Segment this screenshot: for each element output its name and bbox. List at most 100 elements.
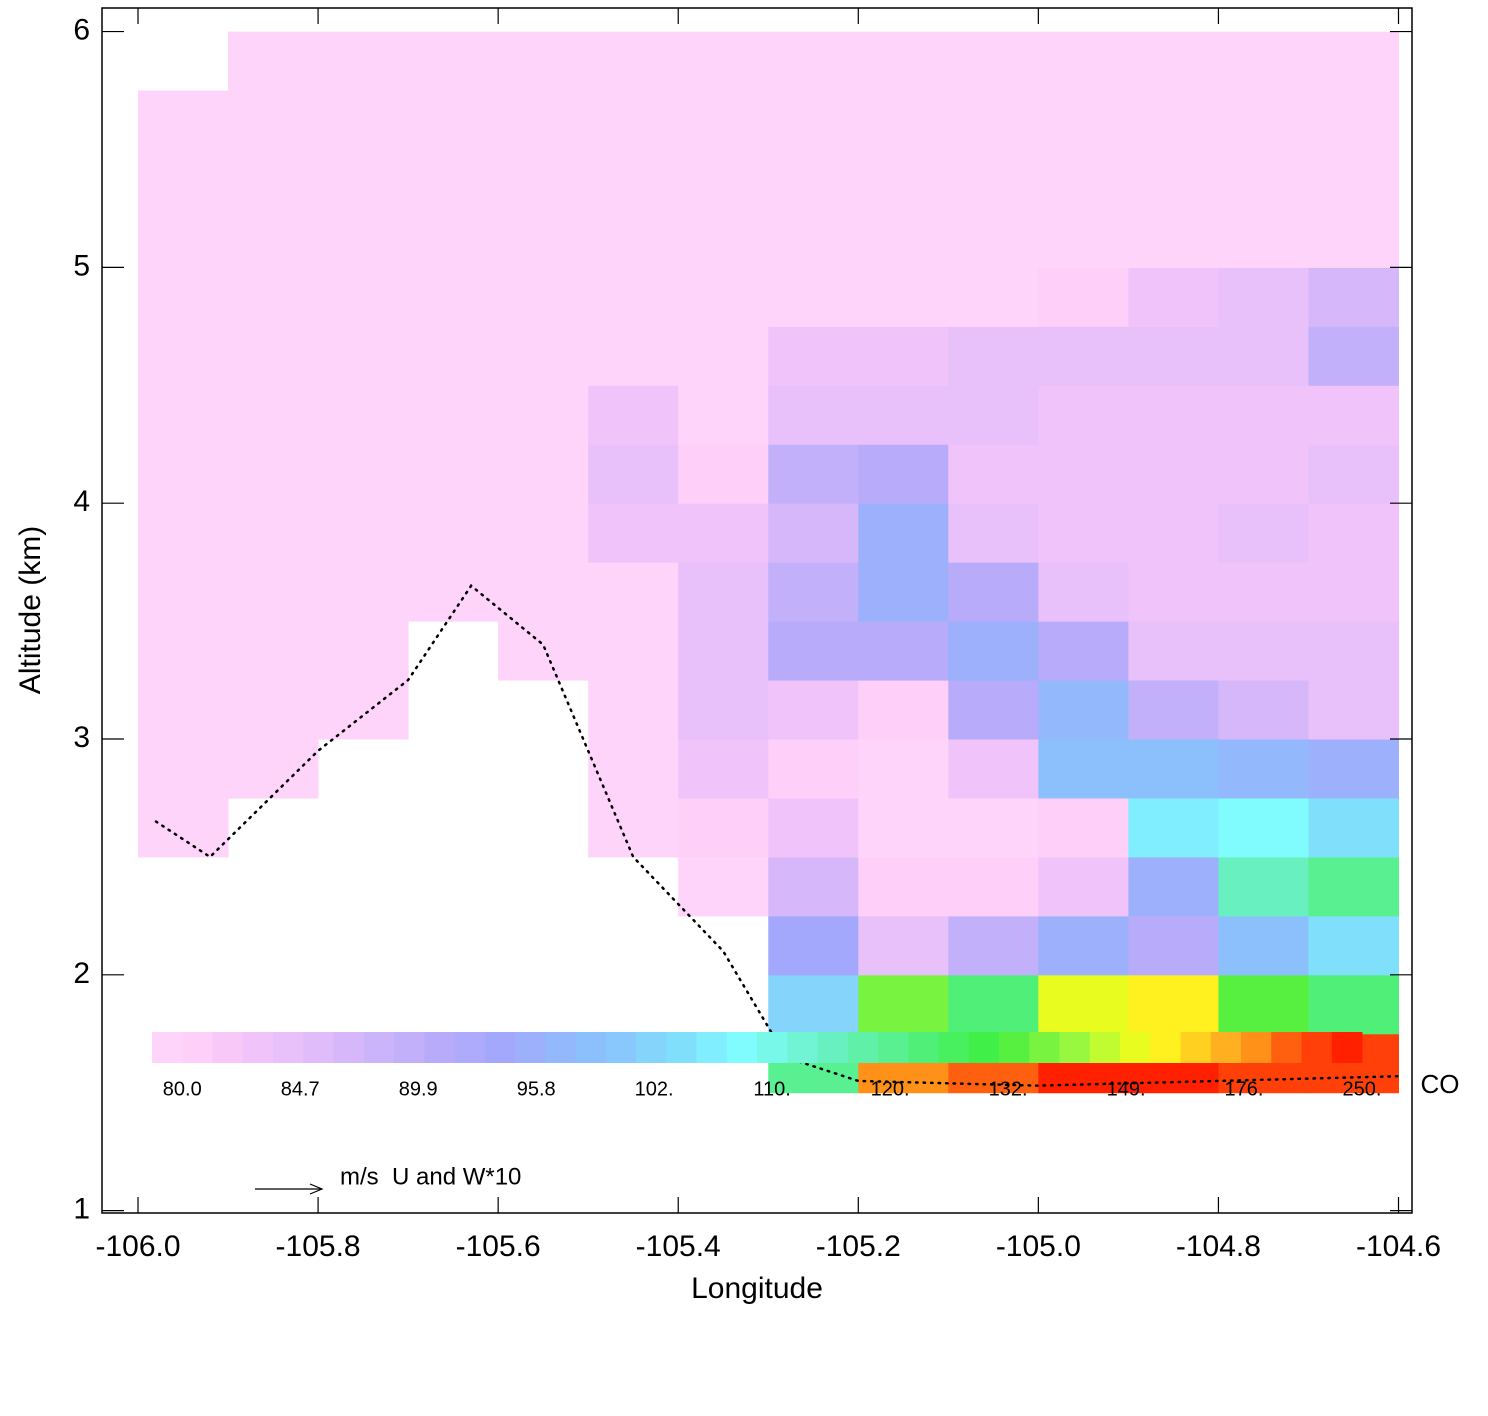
co-cell <box>138 797 229 858</box>
plot-frame <box>101 7 1413 1214</box>
co-cell <box>408 31 499 92</box>
colorbar-label: 84.7 <box>281 1078 320 1100</box>
co-cell <box>138 739 229 799</box>
co-cell <box>1218 856 1309 917</box>
co-cell <box>228 149 319 209</box>
colorbar-swatch <box>968 1032 1000 1063</box>
co-cell <box>588 444 679 504</box>
colorbar-swatch <box>1059 1032 1091 1063</box>
y-tick-label: 3 <box>73 721 90 754</box>
co-cell <box>228 444 319 504</box>
co-cell <box>1308 149 1399 209</box>
co-cell <box>678 326 769 386</box>
co-cell <box>228 326 319 386</box>
co-cell <box>318 562 409 622</box>
co-cell <box>1038 90 1129 150</box>
co-cell <box>498 385 589 445</box>
colorbar-swatch <box>242 1032 274 1063</box>
co-cell <box>1128 149 1219 209</box>
co-cell <box>858 562 949 622</box>
co-cell <box>768 208 859 268</box>
co-cell <box>678 208 769 268</box>
co-cell <box>588 385 679 445</box>
co-cell <box>948 562 1039 622</box>
colorbar-label: 250. <box>1343 1078 1382 1100</box>
co-cell <box>588 31 679 92</box>
colorbar-swatch <box>515 1032 546 1063</box>
co-cell <box>1218 149 1309 209</box>
co-cell <box>498 31 589 92</box>
co-cell <box>408 208 499 268</box>
x-axis-label: Longitude <box>691 1272 823 1305</box>
co-cell <box>948 974 1039 1035</box>
co-cell <box>1218 208 1309 268</box>
co-cell <box>1128 797 1219 858</box>
co-cell <box>138 385 229 445</box>
co-cell <box>1038 856 1129 917</box>
co-cell <box>948 503 1039 563</box>
co-cell <box>1218 680 1309 740</box>
co-cell <box>768 267 859 327</box>
co-cell <box>678 856 769 917</box>
co-cell <box>228 385 319 445</box>
co-cell <box>138 621 229 681</box>
co-cell <box>1038 680 1129 740</box>
co-cell <box>768 797 859 858</box>
co-cell <box>1128 621 1219 681</box>
co-cell <box>588 562 679 622</box>
co-cell <box>318 90 409 150</box>
co-cell <box>1218 267 1309 327</box>
colorbar-label: 80.0 <box>163 1078 202 1100</box>
colorbar-swatch <box>454 1032 486 1063</box>
co-cell <box>408 503 499 563</box>
colorbar-label: 95.8 <box>517 1078 556 1100</box>
co-cell <box>1308 621 1399 681</box>
co-cell <box>858 385 949 445</box>
co-cell <box>588 503 679 563</box>
co-cell <box>768 680 859 740</box>
co-cell <box>228 621 319 681</box>
co-cell <box>318 444 409 504</box>
colorbar-swatch <box>212 1032 244 1063</box>
co-cell <box>318 31 409 92</box>
co-cell <box>858 149 949 209</box>
co-cell <box>1128 326 1219 386</box>
co-cell <box>138 267 229 327</box>
co-cell <box>948 856 1039 917</box>
co-cell <box>948 739 1039 799</box>
colorbar-swatch <box>303 1032 334 1063</box>
co-cell <box>318 680 409 740</box>
y-tick-label: 6 <box>73 14 90 47</box>
colorbar-swatch <box>847 1032 879 1063</box>
co-cell <box>948 444 1039 504</box>
co-cell <box>498 444 589 504</box>
co-cell <box>858 797 949 858</box>
co-cell <box>318 149 409 209</box>
co-cell <box>318 503 409 563</box>
co-cell <box>1128 385 1219 445</box>
colorbar-label: 102. <box>635 1078 674 1100</box>
co-cell <box>1218 797 1309 858</box>
cells <box>138 31 1399 1094</box>
colorbar-swatch <box>938 1032 970 1063</box>
co-cell <box>1308 444 1399 504</box>
co-cell <box>1308 326 1399 386</box>
co-cell <box>228 739 319 799</box>
co-cell <box>318 267 409 327</box>
co-cell <box>408 90 499 150</box>
co-cell <box>948 90 1039 150</box>
colorbar-label: 149. <box>1107 1078 1146 1100</box>
co-cell <box>1128 31 1219 92</box>
colorbar-swatch <box>394 1032 425 1063</box>
co-cell <box>768 503 859 563</box>
co-cell <box>1128 267 1219 327</box>
co-cell <box>678 31 769 92</box>
colorbar-swatch <box>1271 1032 1302 1063</box>
co-cell <box>1038 562 1129 622</box>
co-cell <box>1038 974 1129 1035</box>
co-cell <box>588 326 679 386</box>
colorbar-swatch <box>696 1032 728 1063</box>
co-cell <box>768 856 859 917</box>
co-cell <box>1218 562 1309 622</box>
